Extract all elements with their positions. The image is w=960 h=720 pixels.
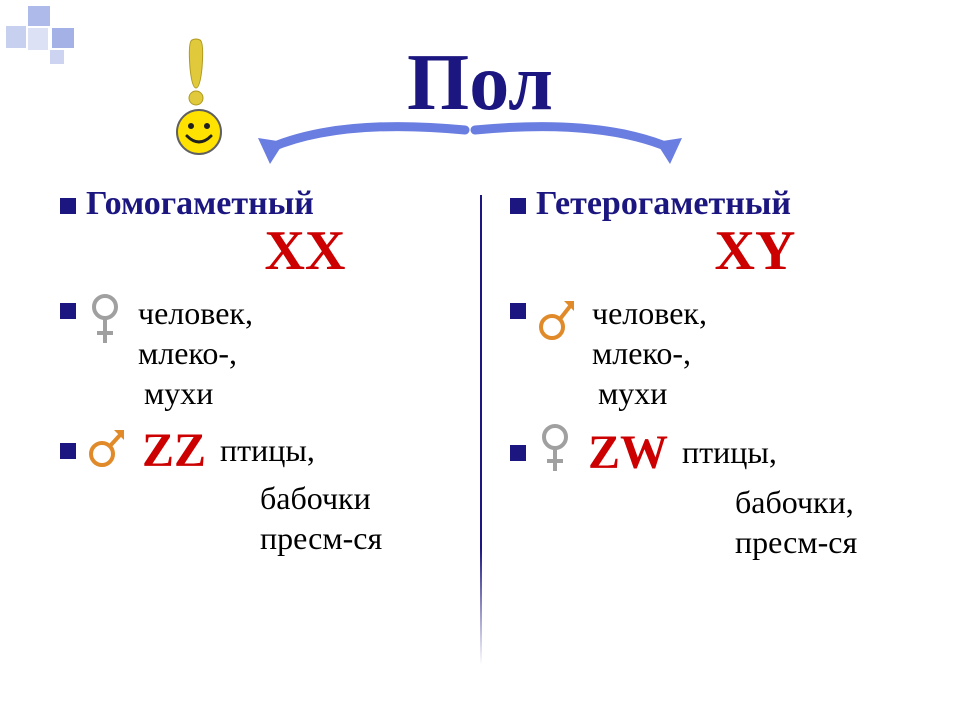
species-line: млеко-, [592,333,707,373]
male-icon [88,426,126,475]
female-icon [88,293,122,358]
left-item-2: ZZ птицы, [60,423,470,478]
page-title: Пол [0,38,960,129]
left-species-1: человек, млеко-, мухи [138,293,253,413]
species-line: бабочки, [735,482,920,522]
bullet-icon [510,445,526,461]
split-arrows-icon [240,120,700,172]
left-chromosome-2: ZZ [142,423,206,478]
right-heading-row: Гетерогаметный [510,185,920,223]
species-line: мухи [598,373,707,413]
left-species-2-first: птицы, [220,432,315,469]
right-column: Гетерогаметный ХY человек, млеко-, мухи [490,185,920,700]
bullet-icon [60,443,76,459]
species-line: человек, [592,293,707,333]
bullet-icon [510,198,526,214]
left-item-1: человек, млеко-, мухи [60,293,470,413]
content-columns: Гомогаметный ХХ человек, млеко-, мухи [60,185,920,700]
species-line: млеко-, [138,333,253,373]
bullet-icon [60,303,76,319]
bullet-icon [60,198,76,214]
species-line: бабочки [260,478,470,518]
left-heading-row: Гомогаметный [60,185,470,223]
left-species-2-sub: бабочки пресм-ся [260,478,470,558]
bullet-icon [510,303,526,319]
right-species-2-first: птицы, [682,434,777,471]
left-heading: Гомогаметный [86,185,314,223]
right-species-2-sub: бабочки, пресм-ся [735,482,920,562]
right-heading: Гетерогаметный [536,185,791,223]
right-species-1: человек, млеко-, мухи [592,293,707,413]
right-chromosome: ХY [590,219,920,283]
right-item-2: ZW птицы, [510,423,920,482]
right-item-1: человек, млеко-, мухи [510,293,920,413]
species-line: пресм-ся [735,522,920,562]
male-icon [538,293,576,350]
right-chromosome-2: ZW [588,425,668,480]
left-column: Гомогаметный ХХ человек, млеко-, мухи [60,185,490,700]
left-chromosome: ХХ [140,219,470,283]
female-icon [538,423,572,482]
species-line: человек, [138,293,253,333]
species-line: пресм-ся [260,518,470,558]
species-line: мухи [144,373,253,413]
